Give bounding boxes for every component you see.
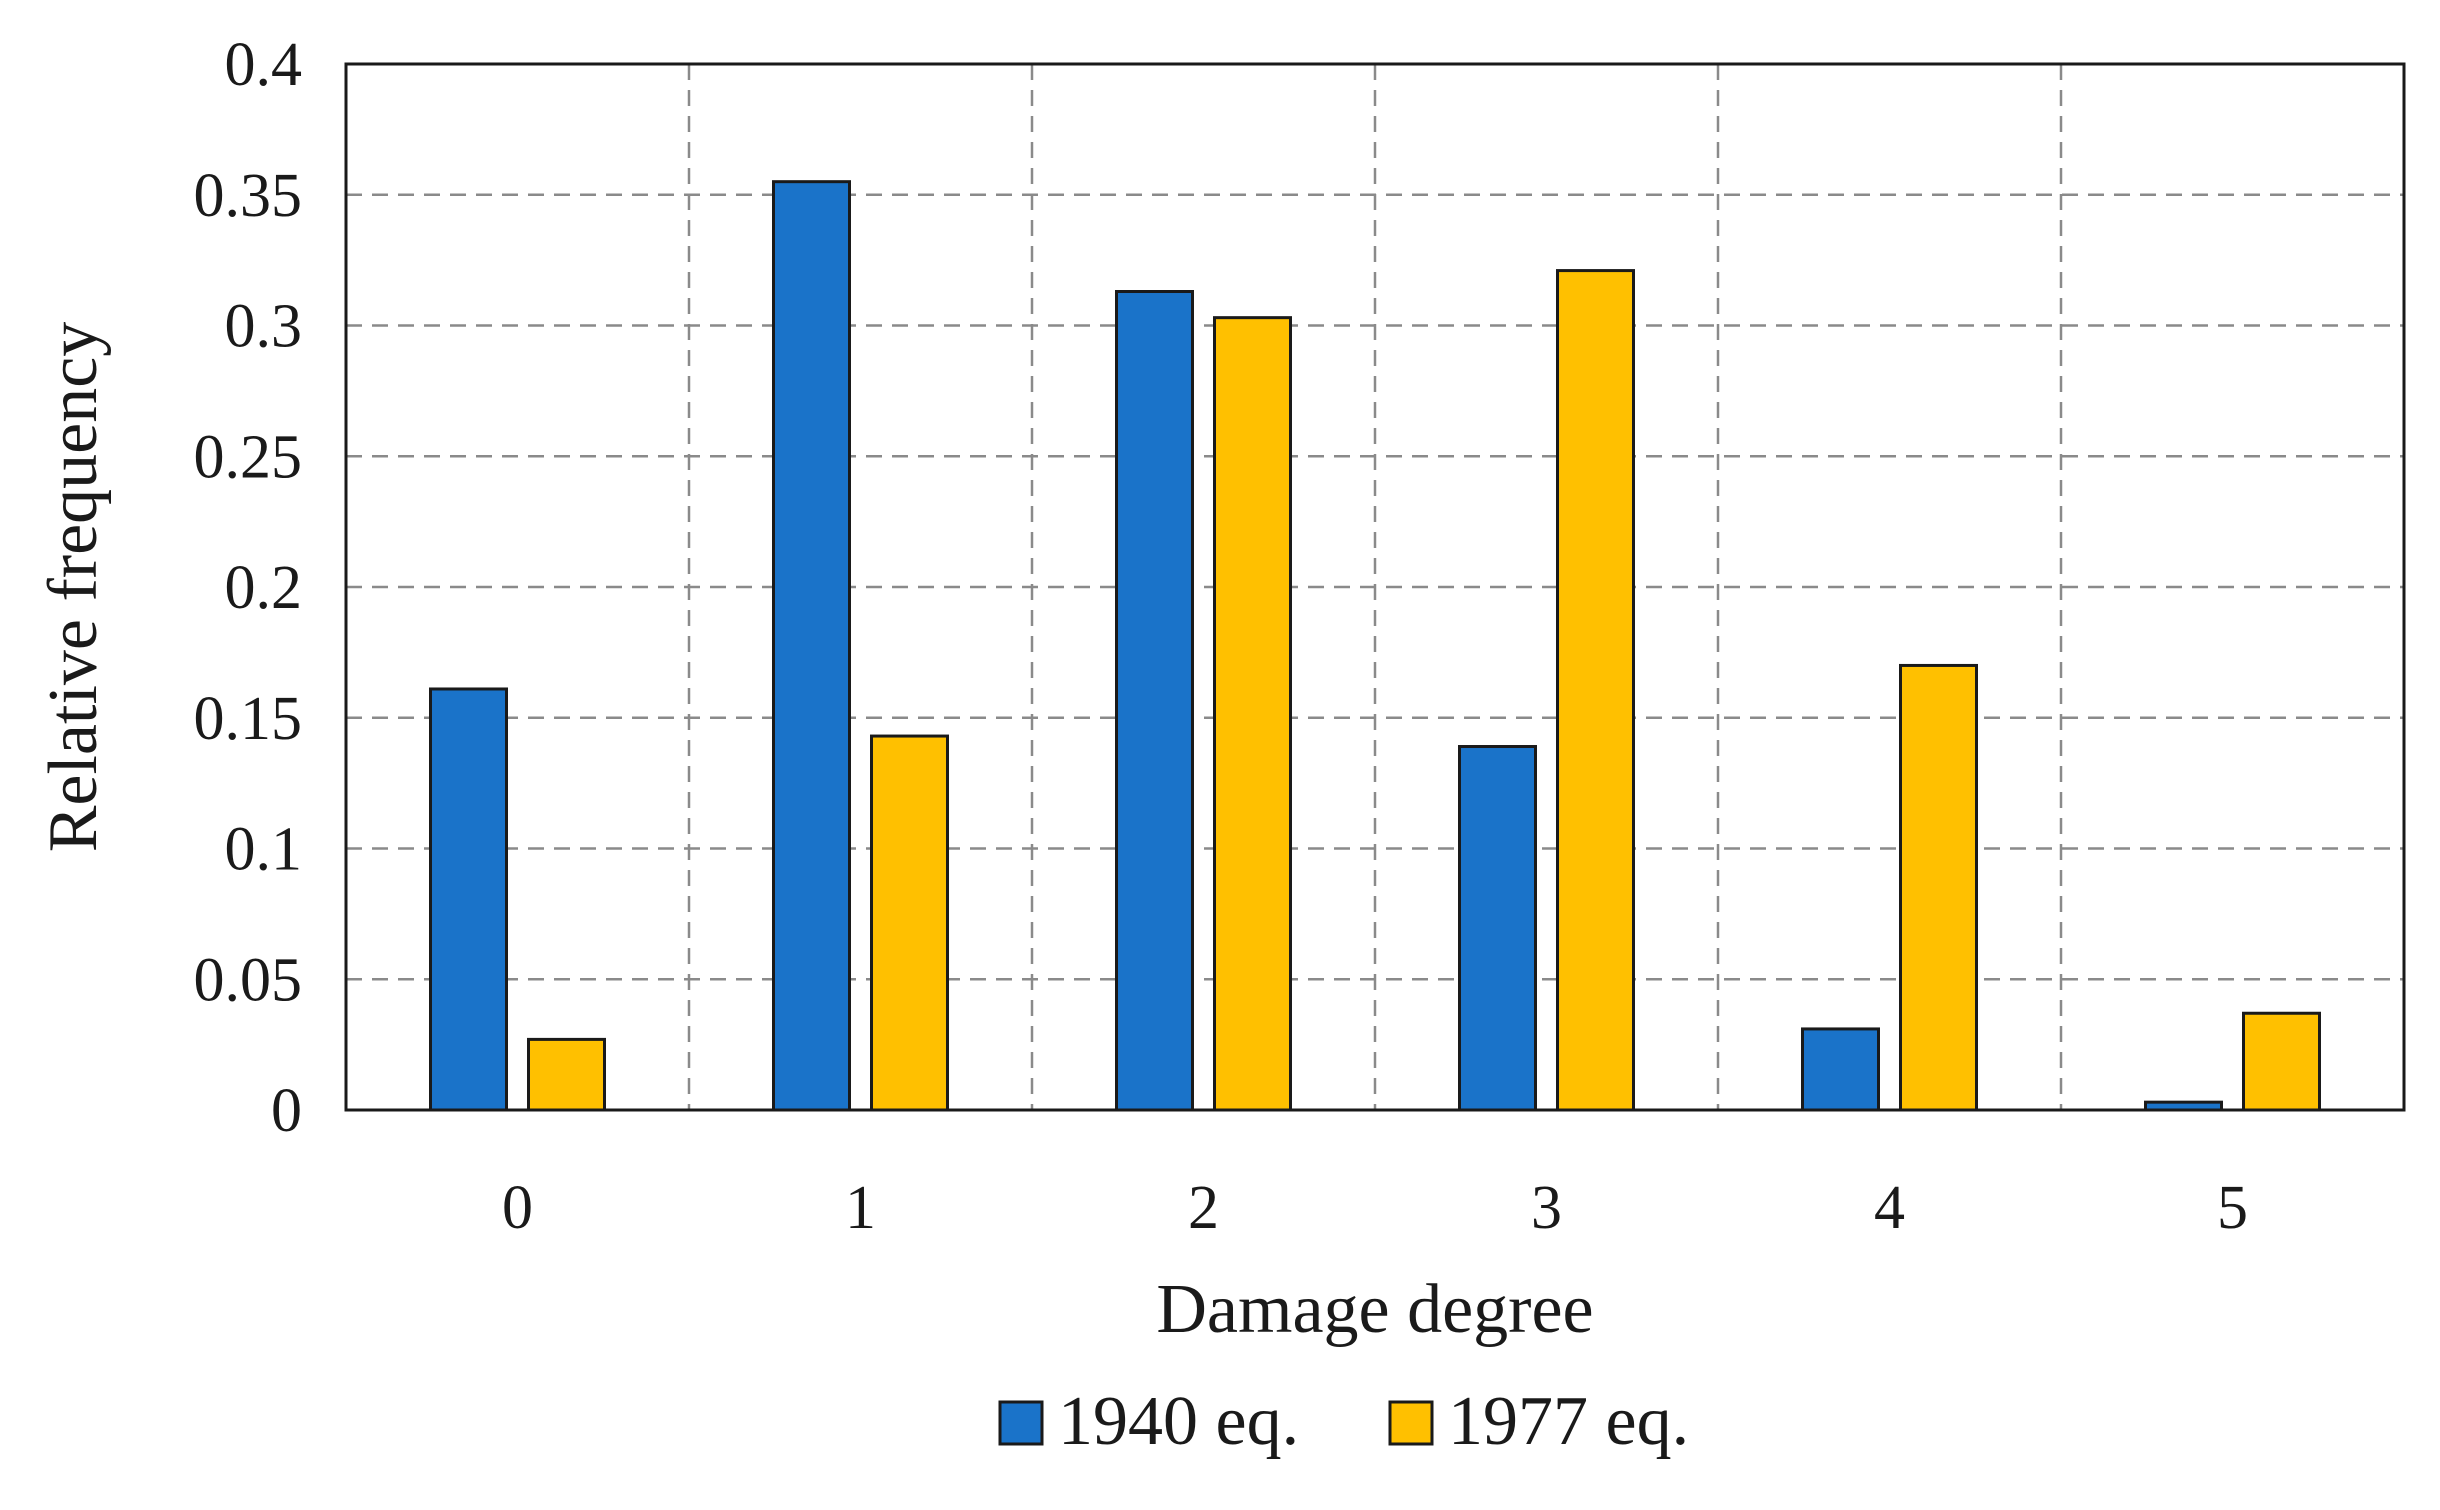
y-tick-label: 0.3 [225,293,303,361]
bar-1940-eq-cat-3 [1458,745,1537,1112]
x-axis-title: Damage degree [1156,1271,1593,1348]
x-axis-ticks: 0 1 2 3 4 5 [502,1174,2248,1242]
y-tick-label: 0.35 [194,162,303,230]
bar-1940-eq-cat-1 [772,180,851,1112]
y-tick-label: 0.1 [225,816,303,884]
bar-1977-eq-cat-0 [527,1037,606,1112]
x-tick-label: 5 [2217,1174,2248,1242]
y-tick-label: 0.15 [194,685,303,753]
y-tick-label: 0.05 [194,946,303,1014]
grid [346,64,2404,1110]
legend-label: 1940 eq. [1058,1383,1299,1460]
y-axis-ticks: 0 0.05 0.1 0.15 0.2 0.25 0.3 0.35 0.4 [194,31,303,1145]
bar-1940-eq-cat-0 [429,687,508,1112]
bar-1977-eq-cat-2 [1213,316,1292,1112]
legend-swatch [998,1400,1044,1446]
bar-1940-eq-cat-4 [1801,1027,1880,1112]
bar-1977-eq-cat-5 [2242,1011,2321,1112]
x-tick-label: 1 [845,1174,876,1242]
plot-frame [344,62,2406,1112]
y-tick-label: 0.2 [225,554,303,622]
x-tick-label: 4 [1874,1174,1905,1242]
bar-1940-eq-cat-2 [1115,290,1194,1112]
x-tick-label: 0 [502,1174,533,1242]
bar-1977-eq-cat-3 [1556,269,1635,1112]
legend-label: 1977 eq. [1448,1383,1689,1460]
legend-swatch [1388,1400,1434,1446]
bar-1977-eq-cat-4 [1899,663,1978,1112]
y-tick-label: 0.4 [225,31,303,99]
x-tick-label: 3 [1531,1174,1562,1242]
y-axis-title: Relative frequency [35,322,112,853]
y-tick-label: 0 [271,1077,302,1145]
bar-1977-eq-cat-1 [870,734,949,1112]
y-tick-label: 0.25 [194,423,303,491]
bars [429,180,2321,1112]
x-tick-label: 2 [1188,1174,1219,1242]
legend: 1940 eq. 1977 eq. [998,1383,1689,1460]
